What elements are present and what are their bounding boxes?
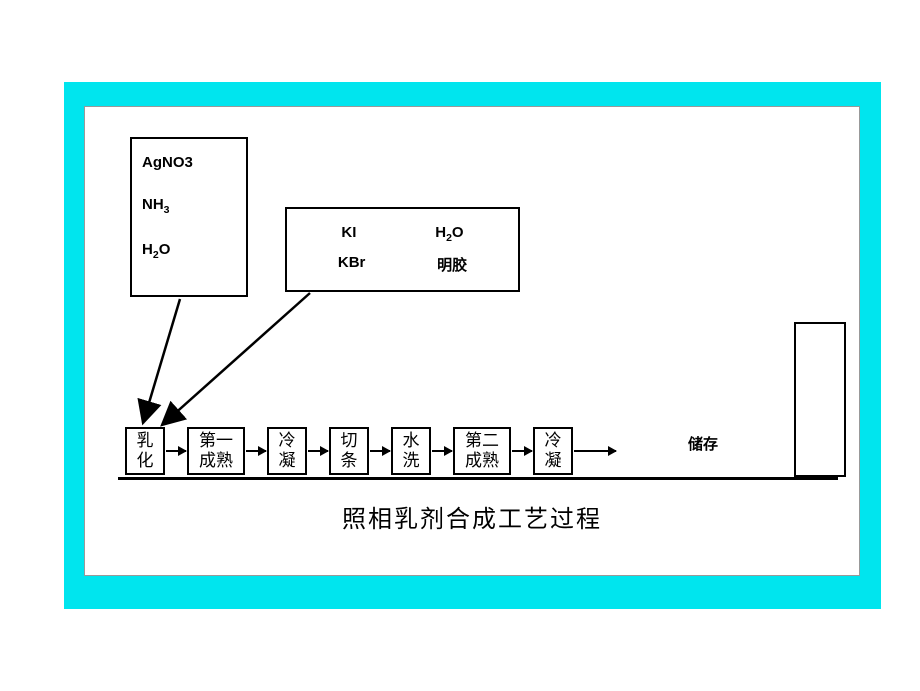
reagent-label: H2O	[435, 224, 463, 244]
process-step: 水 洗	[391, 427, 431, 475]
storage-box	[794, 322, 846, 477]
baseline	[118, 477, 838, 480]
flow-arrow	[574, 450, 616, 452]
process-step: 乳 化	[125, 427, 165, 475]
reagent-label: AgNO3	[142, 154, 236, 171]
reagent-label: KI	[341, 224, 356, 244]
flow-arrow	[166, 450, 186, 452]
flow-arrow	[370, 450, 390, 452]
diagram-title: 照相乳剂合成工艺过程	[85, 499, 859, 534]
input-box-reagents-2: KI H2O KBr 明胶	[285, 207, 520, 292]
process-step: 冷 凝	[533, 427, 573, 475]
diagram-panel: AgNO3 NH3 H2O KI H2O KBr 明胶 乳 化第一 成熟冷 凝	[84, 106, 860, 576]
process-step: 第二 成熟	[453, 427, 511, 475]
input-box-reagents-1: AgNO3 NH3 H2O	[130, 137, 248, 297]
flow-arrow	[246, 450, 266, 452]
process-step: 第一 成熟	[187, 427, 245, 475]
reagent-label: 明胶	[437, 254, 467, 275]
process-step: 切 条	[329, 427, 369, 475]
outer-frame: AgNO3 NH3 H2O KI H2O KBr 明胶 乳 化第一 成熟冷 凝	[64, 82, 881, 609]
storage-label: 储存	[688, 433, 718, 454]
reagent-label: H2O	[142, 241, 236, 261]
reagent-label: KBr	[338, 254, 366, 275]
flow-arrow	[512, 450, 532, 452]
process-flow: 乳 化第一 成熟冷 凝切 条水 洗第二 成熟冷 凝	[125, 427, 617, 475]
reagent-label: NH3	[142, 196, 236, 216]
process-step: 冷 凝	[267, 427, 307, 475]
flow-arrow	[432, 450, 452, 452]
flow-arrow	[308, 450, 328, 452]
